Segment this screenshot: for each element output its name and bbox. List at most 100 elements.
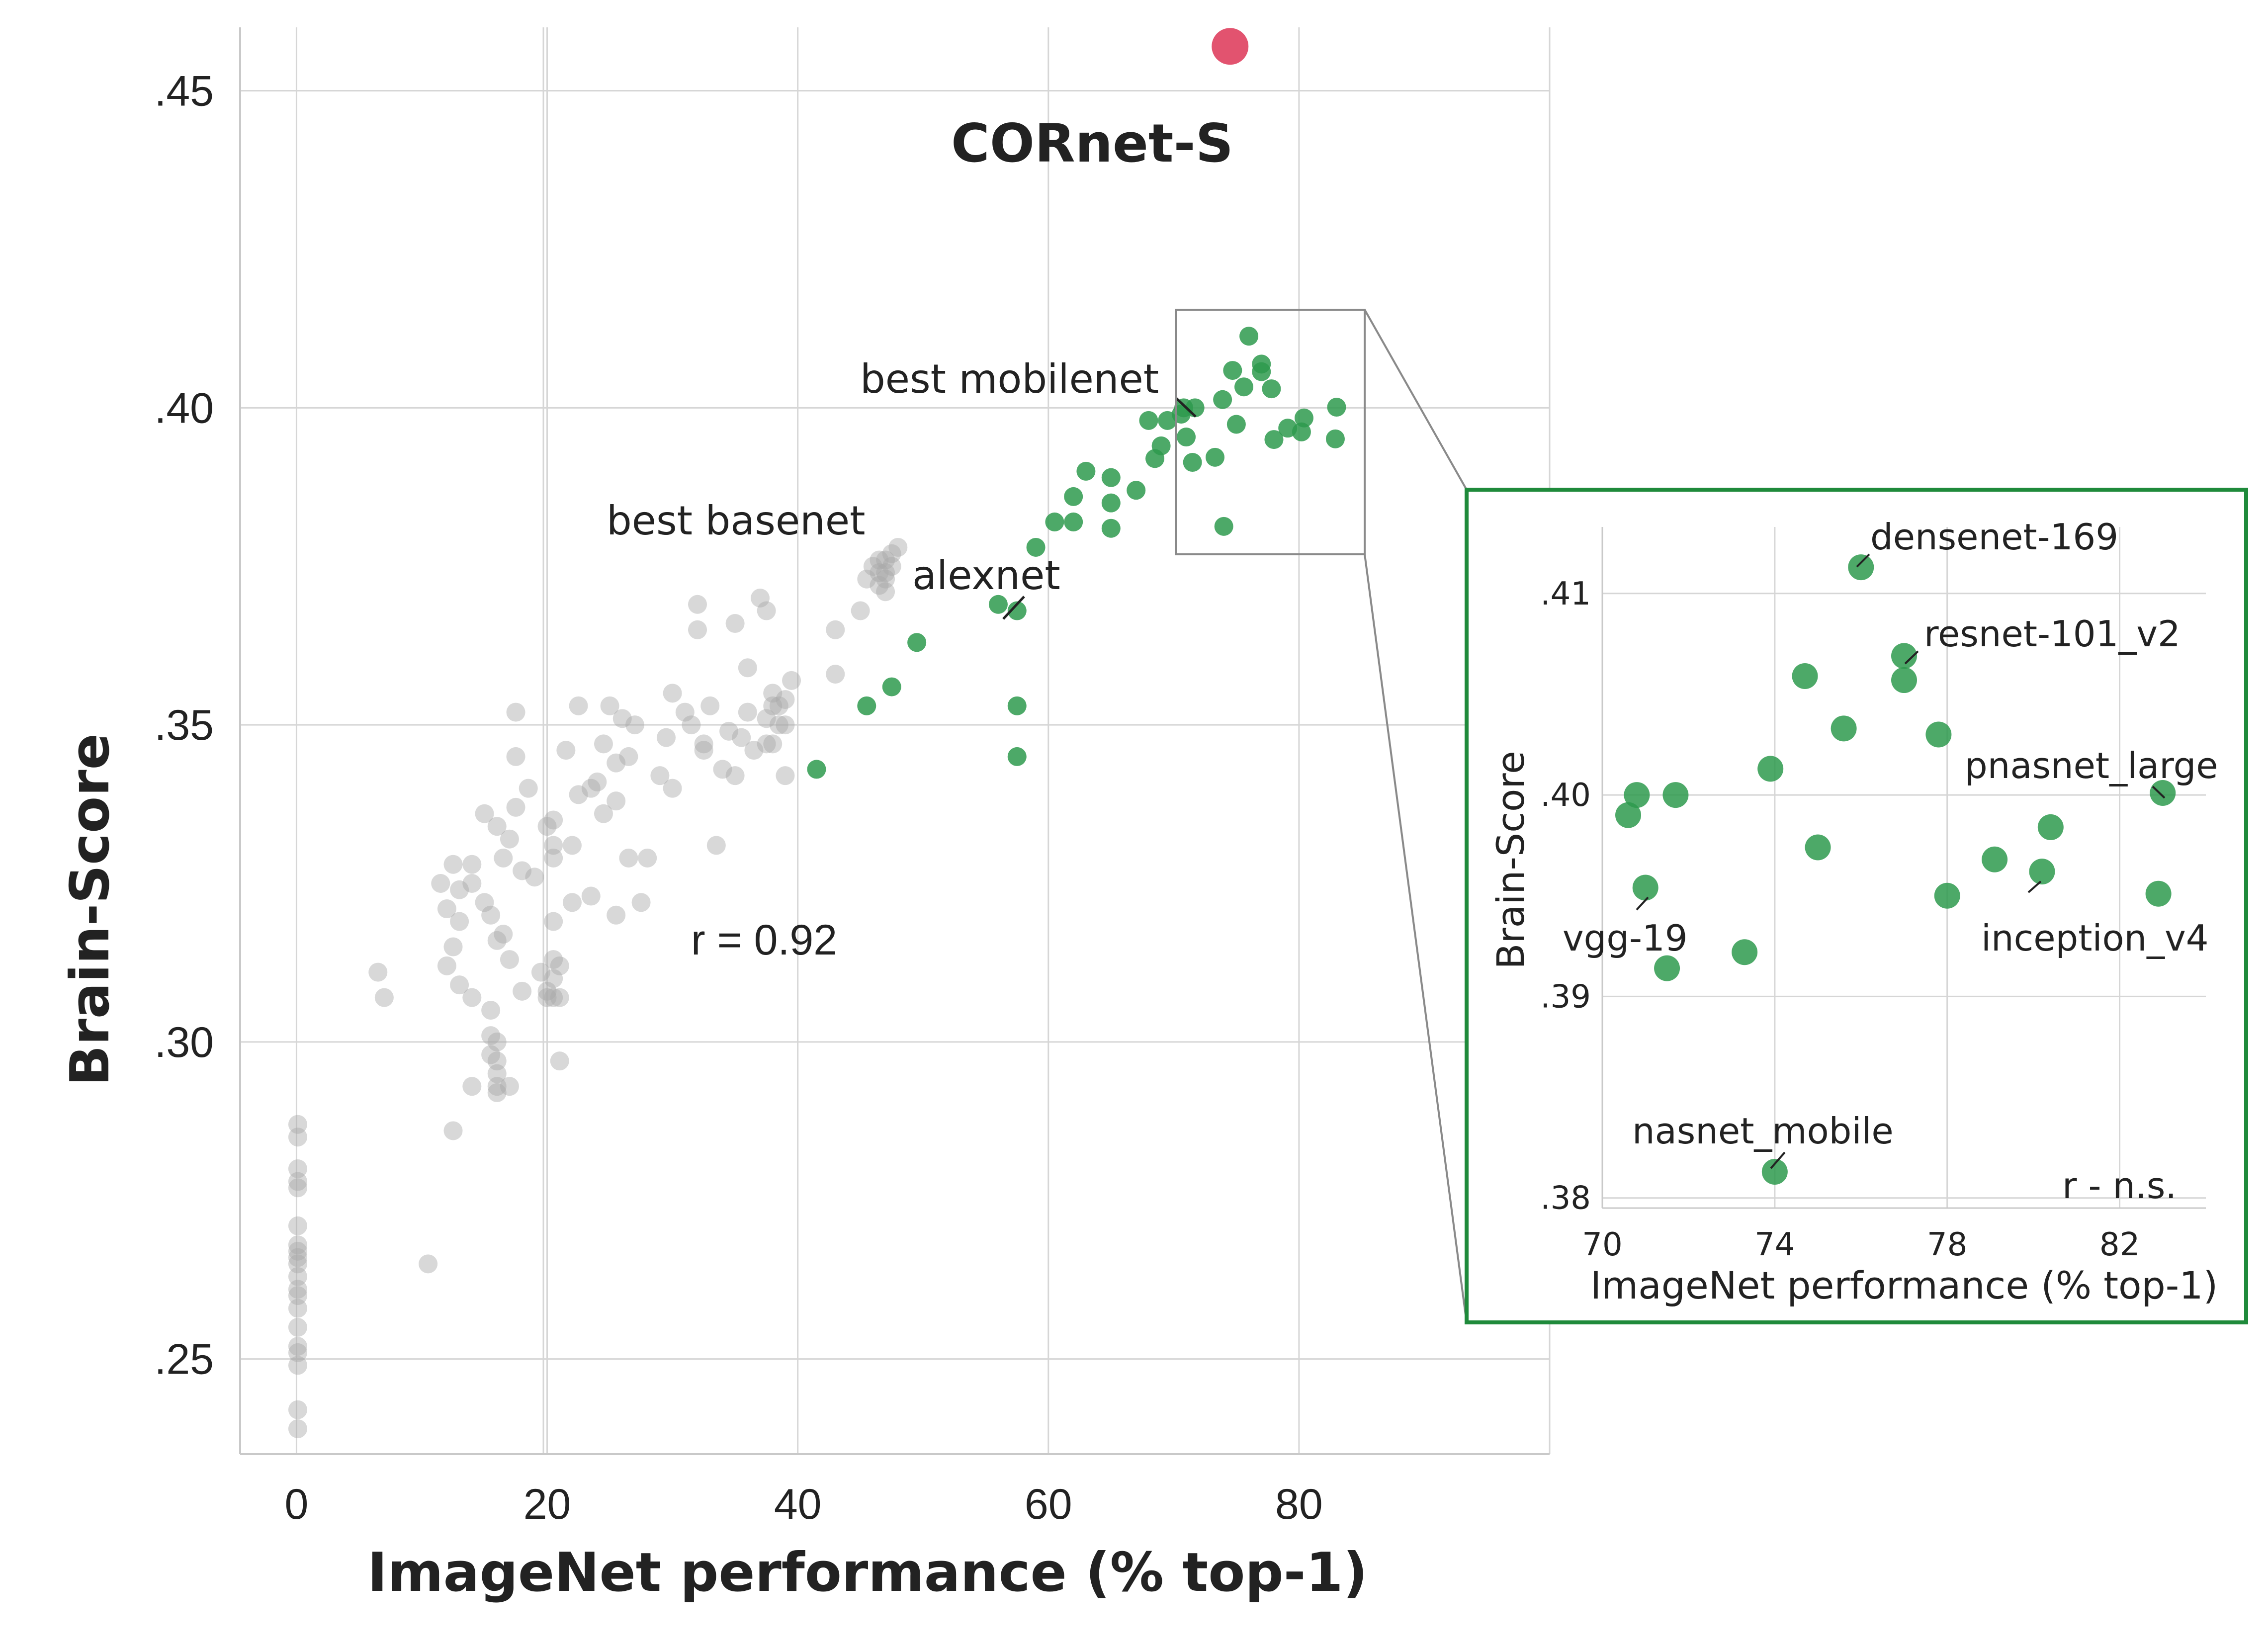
data-point: [562, 893, 582, 912]
data-point: [732, 728, 751, 747]
data-point: [288, 1286, 307, 1305]
data-point: [487, 1077, 507, 1096]
data-point: [288, 1159, 307, 1178]
data-point: [757, 601, 776, 620]
x-tick-label: 40: [774, 1480, 822, 1528]
data-point: [1239, 327, 1259, 346]
data-point: [1615, 802, 1642, 828]
data-point: [851, 601, 870, 620]
data-point: [888, 537, 908, 557]
data-point: [769, 696, 788, 715]
data-point: [738, 702, 757, 722]
x-tick-label: 74: [1754, 1226, 1795, 1263]
data-point: [462, 855, 482, 874]
data-point: [876, 563, 895, 582]
data-point: [1934, 882, 1960, 909]
data-point: [1292, 422, 1311, 441]
x-tick-label: 78: [1927, 1226, 1967, 1263]
inset-annotation-r-ns: r - n.s.: [2062, 1165, 2177, 1207]
inset-annotation-resnet-101-v2: resnet-101_v2: [1924, 613, 2181, 655]
data-point: [882, 677, 901, 696]
data-point: [882, 544, 901, 563]
data-point: [1654, 955, 1680, 981]
data-point: [450, 912, 469, 931]
data-point: [544, 836, 563, 855]
data-point: [1206, 447, 1225, 467]
cornet-s-point: [1212, 28, 1249, 65]
data-point: [513, 981, 532, 1001]
data-point: [288, 1356, 307, 1375]
data-point: [487, 817, 507, 836]
data-point: [619, 747, 638, 766]
data-point: [1007, 601, 1027, 620]
data-point: [487, 1032, 507, 1051]
data-point: [1761, 1159, 1788, 1185]
annotation-r-value: r = 0.92: [691, 916, 837, 964]
data-point: [1223, 361, 1242, 380]
inset-leader-resnet-101-v2: [1904, 650, 1919, 665]
data-point: [481, 905, 501, 925]
zoom-connector-top: [1364, 309, 1468, 490]
data-point: [1213, 390, 1232, 409]
data-point: [544, 988, 563, 1007]
data-point: [537, 988, 557, 1007]
data-point: [663, 684, 682, 703]
data-point: [581, 886, 601, 906]
main-grid: [240, 27, 1551, 1454]
data-point: [569, 785, 588, 804]
inset-leader-inception-v4: [2027, 880, 2042, 893]
data-point: [826, 665, 845, 684]
data-point: [876, 569, 895, 589]
annotation-alexnet: alexnet: [912, 552, 1060, 599]
inset-x-axis-title: ImageNet performance (% top-1): [1590, 1263, 2218, 1307]
data-point: [751, 589, 770, 608]
data-point: [682, 715, 701, 735]
data-point: [2145, 880, 2172, 907]
data-point: [612, 709, 632, 728]
data-point: [719, 721, 739, 741]
zoom-region-box: [1175, 309, 1366, 555]
inset-y-axis-title: Brain-Score: [1488, 751, 1533, 969]
data-point: [1151, 436, 1171, 455]
inset-points: [1615, 554, 2176, 1185]
data-point: [2037, 814, 2064, 840]
inset-y-tick-labels: .38 .39 .40 .41: [1540, 576, 1591, 1217]
x-tick-label: 80: [1275, 1480, 1323, 1528]
x-tick-label: 0: [285, 1480, 309, 1528]
inset-leader-densenet-169: [1856, 553, 1870, 568]
annotation-cornet-s: CORnet-S: [951, 113, 1233, 174]
data-point: [443, 855, 463, 874]
data-point: [487, 1051, 507, 1071]
data-point: [694, 741, 713, 760]
data-point: [882, 557, 901, 576]
data-point: [1101, 493, 1121, 513]
y-tick-label: .40: [1540, 777, 1591, 814]
data-point: [288, 1115, 307, 1134]
data-point: [475, 804, 494, 823]
data-point: [1045, 512, 1064, 531]
data-point: [870, 563, 889, 582]
inset-leader-nasnet-mobile: [1770, 1151, 1786, 1169]
main-y-axis-title: Brain-Score: [59, 733, 121, 1086]
data-point: [450, 880, 469, 899]
data-point: [1064, 512, 1083, 531]
data-point: [763, 696, 783, 715]
inset-annotation-densenet-169: densenet-169: [1870, 516, 2118, 558]
inset-x-tick-labels: 70 74 78 82: [1582, 1226, 2140, 1263]
data-point: [1183, 453, 1202, 472]
data-point: [2029, 859, 2055, 885]
x-tick-label: 70: [1582, 1226, 1622, 1263]
data-point: [776, 766, 795, 785]
data-point: [431, 874, 450, 893]
data-point: [600, 696, 619, 715]
y-tick-label: .45: [154, 68, 214, 115]
data-point: [288, 1317, 307, 1337]
data-point: [1732, 939, 1758, 965]
data-point: [288, 1216, 307, 1235]
data-point: [544, 810, 563, 830]
data-point: [288, 1337, 307, 1356]
data-point: [1252, 362, 1271, 381]
data-point: [876, 550, 895, 570]
data-point: [437, 899, 456, 919]
